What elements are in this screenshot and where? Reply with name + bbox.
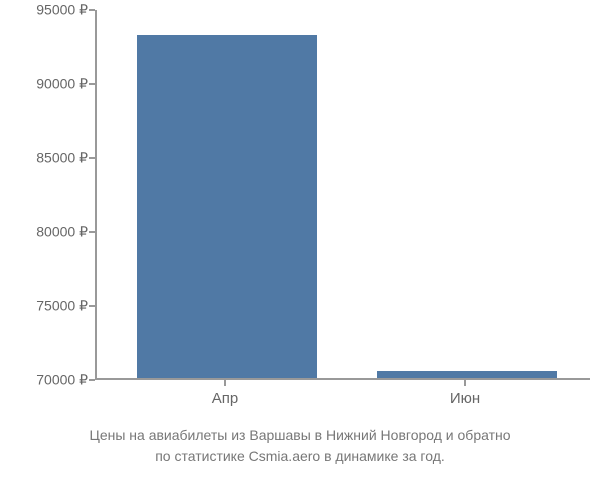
y-tick-label: 80000 ₽: [36, 224, 88, 241]
caption-line1: Цены на авиабилеты из Варшавы в Нижний Н…: [89, 427, 510, 443]
y-tick-label: 85000 ₽: [36, 150, 88, 167]
y-tick-label: 95000 ₽: [36, 2, 88, 19]
y-tick-label: 75000 ₽: [36, 298, 88, 315]
y-tick-mark: [89, 157, 95, 159]
y-tick-mark: [89, 305, 95, 307]
y-tick-label: 70000 ₽: [36, 372, 88, 389]
x-tick-label: Июн: [450, 390, 480, 407]
plot-area: [95, 10, 590, 380]
x-tick-mark: [224, 380, 226, 386]
y-tick-mark: [89, 9, 95, 11]
y-tick-mark: [89, 83, 95, 85]
y-tick-mark: [89, 231, 95, 233]
bar-apr: [137, 35, 317, 378]
bar-jun: [377, 371, 557, 378]
chart-caption: Цены на авиабилеты из Варшавы в Нижний Н…: [0, 425, 600, 467]
x-tick-label: Апр: [212, 390, 238, 407]
y-tick-mark: [89, 379, 95, 381]
x-tick-mark: [464, 380, 466, 386]
caption-line2: по статистике Csmia.aero в динамике за г…: [155, 448, 445, 464]
y-tick-label: 90000 ₽: [36, 76, 88, 93]
price-chart: 70000 ₽ 75000 ₽ 80000 ₽ 85000 ₽ 90000 ₽ …: [0, 0, 600, 500]
